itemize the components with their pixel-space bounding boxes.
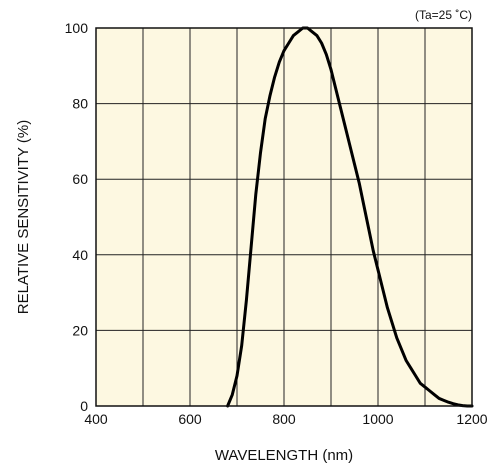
x-tick-label: 600 [178,411,202,427]
x-axis-title: WAVELENGTH (nm) [215,447,353,464]
y-tick-labels: 0 20 40 60 80 100 [65,20,89,414]
grid-lines [96,28,472,406]
y-tick-label: 40 [72,247,88,263]
y-tick-label: 80 [72,96,88,112]
y-tick-label: 20 [72,322,88,338]
plot-frame [95,27,473,407]
y-axis-title: RELATIVE SENSITIVITY (%) [15,120,32,315]
x-tick-label: 1000 [362,411,393,427]
sensitivity-curve [226,26,474,408]
temperature-annotation: (Ta=25 ˚C) [415,8,472,22]
y-tick-label: 60 [72,171,88,187]
x-tick-labels: 400 600 800 1000 1200 [84,411,487,427]
x-tick-label: 1200 [456,411,487,427]
y-tick-label: 100 [65,20,89,36]
y-tick-label: 0 [80,398,88,414]
x-tick-label: 400 [84,411,108,427]
x-tick-label: 800 [272,411,296,427]
